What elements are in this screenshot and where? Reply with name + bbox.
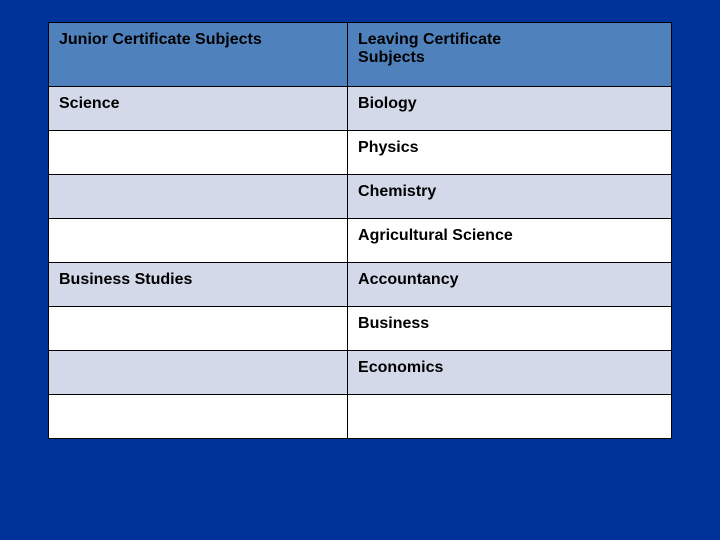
- cell-junior: [49, 395, 348, 439]
- cell-junior: Business Studies: [49, 263, 348, 307]
- cell-leaving: Business: [348, 307, 672, 351]
- table-row: Economics: [49, 351, 672, 395]
- cell-junior: [49, 131, 348, 175]
- cell-leaving: [348, 395, 672, 439]
- table-row: Physics: [49, 131, 672, 175]
- table-body: Science Biology Physics Chemistry Agricu…: [49, 87, 672, 439]
- cell-leaving: Biology: [348, 87, 672, 131]
- cell-junior: [49, 307, 348, 351]
- cell-leaving: Chemistry: [348, 175, 672, 219]
- table-row: Agricultural Science: [49, 219, 672, 263]
- cell-leaving: Accountancy: [348, 263, 672, 307]
- header-leaving-line1: Leaving Certificate: [358, 31, 661, 49]
- table-row: Science Biology: [49, 87, 672, 131]
- cell-junior: Science: [49, 87, 348, 131]
- header-leaving: Leaving Certificate Subjects: [348, 23, 672, 87]
- cell-leaving: Agricultural Science: [348, 219, 672, 263]
- cell-junior: [49, 175, 348, 219]
- cell-junior: [49, 351, 348, 395]
- cell-junior: [49, 219, 348, 263]
- cell-leaving: Physics: [348, 131, 672, 175]
- header-junior: Junior Certificate Subjects: [49, 23, 348, 87]
- table-row: Chemistry: [49, 175, 672, 219]
- table-row: [49, 395, 672, 439]
- table-header-row: Junior Certificate Subjects Leaving Cert…: [49, 23, 672, 87]
- table-row: Business: [49, 307, 672, 351]
- header-leaving-line2: Subjects: [358, 49, 661, 67]
- table-row: Business Studies Accountancy: [49, 263, 672, 307]
- cell-leaving: Economics: [348, 351, 672, 395]
- subjects-table: Junior Certificate Subjects Leaving Cert…: [48, 22, 672, 439]
